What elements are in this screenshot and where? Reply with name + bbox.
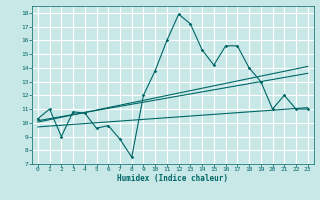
X-axis label: Humidex (Indice chaleur): Humidex (Indice chaleur) [117,174,228,183]
